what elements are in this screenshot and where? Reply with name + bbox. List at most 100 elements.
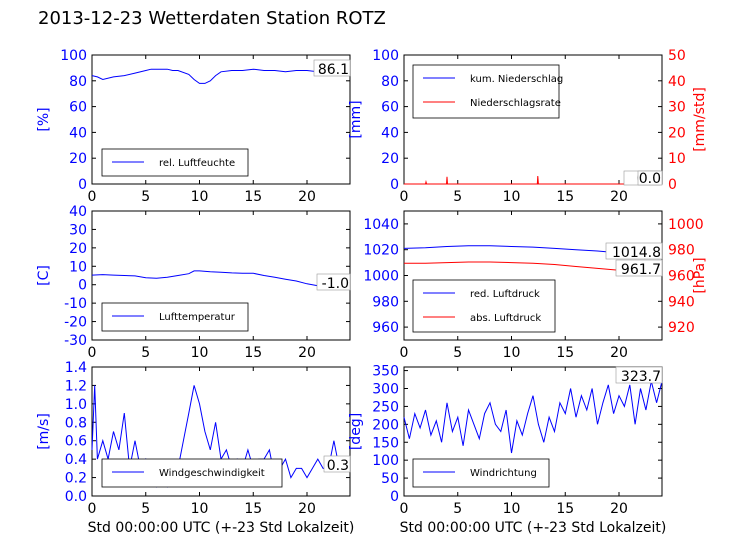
temperature-y-tick-label: 30 [69,222,87,238]
wind-speed-x-tick-label: 5 [141,501,150,517]
wind-direction-legend-label: Windrichtung [470,468,537,479]
pressure-y-tick-label: 1020 [363,243,399,259]
wind-speed-y-tick-label: 1.0 [65,397,87,413]
humidity-y-tick-label: 80 [69,74,87,90]
humidity-series-line-1 [91,68,350,84]
precipitation-series-line-2 [404,175,662,185]
precipitation-x-tick-label: 5 [453,189,462,205]
precipitation-legend-label: kum. Niederschlag [470,74,563,85]
wind-direction-y-tick-label: 100 [372,453,399,469]
humidity-y-tick-label: 60 [69,100,87,116]
wind-direction-y-tick-label: 250 [372,399,399,415]
precipitation-legend-label: Niederschlagsrate [470,98,561,109]
precipitation-x-tick-label: 0 [400,189,409,205]
humidity-x-tick-label: 20 [298,189,316,205]
pressure-y2-tick-label: 1000 [668,217,704,233]
humidity-x-tick-label: 0 [88,189,97,205]
wind-speed-x-tick-label: 15 [244,501,262,517]
pressure-x-tick-label: 15 [556,345,574,361]
temperature-current-value: -1.0 [322,276,349,292]
temperature-series-line-1 [91,270,351,288]
precipitation-y-tick-label: 40 [381,125,399,141]
wind-direction-y-tick-label: 300 [372,382,399,398]
temperature-y-tick-label: -20 [64,315,87,331]
precipitation-legend-box [412,64,560,119]
temperature-y-tick-label: -30 [64,333,87,349]
wind-direction-y-tick-label: 200 [372,417,399,433]
pressure-y2-tick-label: 920 [668,320,695,336]
wind-speed-x-axis-label: Std 00:00:00 UTC (+-23 Std Lokalzeit) [88,520,355,536]
wind-speed-x-tick-label: 10 [191,501,209,517]
humidity-x-tick-label: 15 [244,189,262,205]
precipitation-y-tick-label: 80 [381,74,399,90]
precipitation-current-value: 0.0 [639,171,661,187]
pressure-legend-box [412,279,556,333]
page-title: 2013-12-23 Wetterdaten Station ROTZ [38,8,386,29]
precipitation-y2-tick-label: 10 [668,151,686,167]
wind-direction-x-tick-label: 5 [453,501,462,517]
pressure-y-tick-label: 980 [372,294,399,310]
precipitation-y2-axis-label: [mm/std] [692,87,708,152]
pressure-y2-axis-label: [hPa] [692,257,708,293]
temperature-y-axis-label: [C] [36,265,52,286]
precipitation-y2-tick-label: 40 [668,74,686,90]
wind-direction-x-tick-label: 10 [503,501,521,517]
humidity-y-tick-label: 0 [78,177,87,193]
wind-direction-y-tick-label: 350 [372,364,399,380]
humidity-legend-box [101,148,249,177]
precipitation-current-value-box [637,170,663,186]
precipitation-y-tick-label: 0 [390,177,399,193]
temperature-x-tick-label: 10 [191,345,209,361]
pressure-y2-tick-label: 960 [668,269,695,285]
pressure-current-value-box [605,242,663,260]
pressure-x-tick-label: 10 [503,345,521,361]
pressure-current-value: 1014.8 [612,245,661,261]
precipitation-x-tick-label: 10 [503,189,521,205]
humidity-x-tick-label: 5 [141,189,150,205]
temperature-y-tick-label: 10 [69,259,87,275]
pressure-y-tick-label: 1040 [363,217,399,233]
humidity-current-value: 86.1 [318,62,349,78]
humidity-y-tick-label: 40 [69,125,87,141]
temperature-y-tick-label: 20 [69,241,87,257]
temperature-y-tick-label: 40 [69,204,87,220]
humidity-x-tick-label: 10 [191,189,209,205]
wind-speed-current-value-box [323,455,351,473]
precipitation-y2-tick-label: 30 [668,100,686,116]
pressure-x-tick-label: 0 [400,345,409,361]
temperature-y-tick-label: -10 [64,296,87,312]
temperature-x-tick-label: 5 [141,345,150,361]
wind-speed-y-tick-label: 1.4 [65,360,87,376]
pressure-x-tick-label: 5 [453,345,462,361]
wind-speed-y-tick-label: 0.6 [65,434,87,450]
humidity-y-tick-label: 20 [69,151,87,167]
temperature-legend-box [101,302,249,332]
temperature-current-value-box [316,273,351,291]
pressure-current-value: 961.7 [621,262,661,278]
pressure-y2-tick-label: 940 [668,294,695,310]
wind-speed-y-axis-label: [m/s] [36,413,52,450]
wind-direction-legend-box [412,458,550,488]
precipitation-x-tick-label: 15 [556,189,574,205]
precipitation-y-tick-label: 20 [381,151,399,167]
pressure-y-tick-label: 960 [372,320,399,336]
humidity-y-tick-label: 100 [60,48,87,64]
pressure-y-tick-label: 1000 [363,269,399,285]
wind-speed-y-tick-label: 1.2 [65,378,87,394]
precipitation-y-tick-label: 100 [372,48,399,64]
pressure-y2-tick-label: 980 [668,243,695,259]
wind-speed-y-tick-label: 0.2 [65,471,87,487]
wind-speed-x-tick-label: 0 [88,501,97,517]
wind-speed-y-tick-label: 0.0 [65,489,87,505]
wind-direction-current-value: 323.7 [621,369,661,385]
pressure-legend-label: abs. Luftdruck [470,313,541,324]
wind-direction-series-line-1 [403,381,663,454]
wind-direction-x-tick-label: 15 [556,501,574,517]
wind-speed-legend-box [101,458,283,488]
precipitation-y2-tick-label: 0 [668,177,677,193]
wind-direction-y-tick-label: 0 [390,489,399,505]
humidity-current-value-box [313,59,351,77]
wind-speed-y-tick-label: 0.4 [65,452,87,468]
pressure-x-tick-label: 20 [610,345,628,361]
